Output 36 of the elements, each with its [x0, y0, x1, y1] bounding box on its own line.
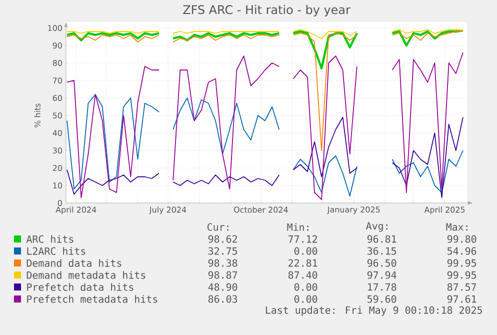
text: 0.00	[294, 295, 318, 303]
text: 0.00	[294, 283, 318, 291]
text: 98.87	[208, 271, 238, 279]
text: Min:	[287, 223, 308, 231]
text: Avg:	[366, 222, 388, 232]
legend-label: Prefetch metadata hits	[27, 295, 158, 303]
legend-label: Demand data hits	[26, 259, 122, 267]
text: 99.95	[447, 259, 476, 267]
text: Max:	[446, 223, 468, 231]
text: 97.61	[447, 295, 476, 303]
text: 36.15	[367, 247, 396, 255]
chart-title: ZFS ARC - Hit ratio - by year	[183, 4, 350, 16]
text: 96.50	[367, 259, 396, 267]
text: 22.81	[288, 259, 318, 267]
text: 98.62	[208, 235, 237, 243]
text: 54.96	[448, 247, 476, 255]
text: 77.12	[288, 235, 317, 243]
text: 32.75	[208, 247, 238, 255]
text: 48.90	[208, 283, 238, 291]
text: 87.40	[288, 271, 318, 279]
legend-label: Prefetch data hits	[27, 283, 134, 291]
text: 0.00	[294, 247, 318, 255]
text: 17.78	[368, 283, 396, 291]
text: Cur:	[207, 223, 228, 231]
text: 96.81	[367, 235, 396, 243]
legend-label: ARC hits	[26, 235, 74, 243]
text: 99.95	[447, 271, 476, 279]
legend-label: Demand metadata hits	[26, 271, 146, 279]
text: 59.60	[368, 295, 396, 303]
text: 99.80	[447, 235, 476, 243]
text: 98.38	[208, 259, 238, 267]
text: Last update: Fri May 9 00:10:18 2025	[266, 306, 482, 316]
text: 87.57	[447, 283, 476, 291]
legend-label: L2ARC hits	[27, 247, 86, 255]
text: 86.03	[208, 295, 238, 303]
text: 97.94	[367, 271, 396, 279]
